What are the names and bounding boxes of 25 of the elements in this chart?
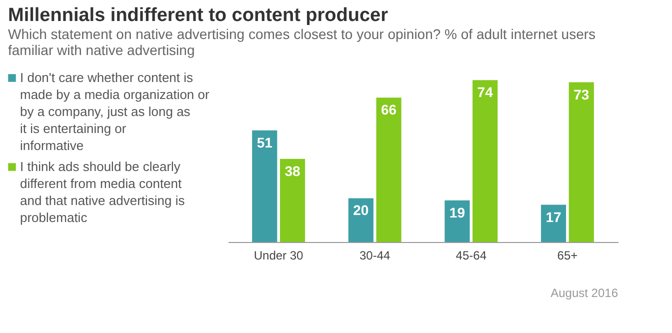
data-label: 74 [477, 84, 494, 100]
data-label: 51 [256, 134, 273, 150]
bar [472, 80, 498, 242]
data-label: 73 [574, 86, 590, 102]
x-tick-label: 65+ [557, 248, 578, 262]
bar [444, 200, 470, 242]
data-label: 38 [284, 162, 300, 179]
bar [252, 130, 278, 242]
text: August 2016 [550, 286, 618, 300]
bar [280, 158, 306, 242]
x-tick-label: Under 30 [254, 248, 304, 262]
chart-subtitle: Which statement on native advertising comes closest to your opinion? % of adult internet users familiar with native advertising [8, 26, 596, 58]
legend-label: I don't care whether content is made by a media organization or by a company, just as long as it is entertaining or informative [20, 70, 210, 153]
bar [348, 198, 374, 242]
bar [568, 82, 594, 242]
data-label: 17 [546, 208, 562, 225]
bar [376, 98, 402, 242]
data-label: 19 [449, 204, 466, 220]
chart-title: Millennials indifferent to content producer [8, 5, 389, 26]
x-tick-label: 45-64 [456, 248, 487, 262]
legend-label: I think ads should be clearly different from media content and that native advertising is problematic [20, 159, 186, 225]
bar [540, 204, 566, 242]
data-label: 66 [381, 102, 397, 118]
x-tick-label: 30-44 [360, 248, 391, 262]
data-label: 20 [353, 202, 369, 218]
